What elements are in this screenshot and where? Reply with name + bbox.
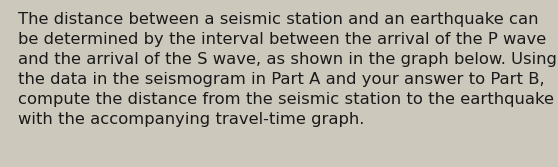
Text: The distance between a seismic station and an earthquake can
be determined by th: The distance between a seismic station a… (18, 12, 557, 127)
